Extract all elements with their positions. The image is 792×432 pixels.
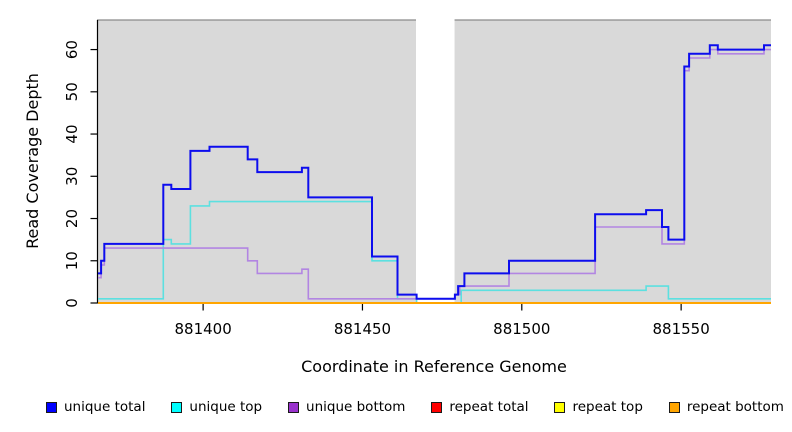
masked-region-band bbox=[415, 14, 455, 303]
y-tick-label: 60 bbox=[63, 40, 81, 59]
repeat-bottom-swatch-icon bbox=[668, 401, 680, 413]
y-tick-label: 40 bbox=[63, 124, 81, 143]
y-tick-label: 0 bbox=[63, 298, 81, 308]
y-tick-label: 10 bbox=[63, 251, 81, 270]
legend-item-unique-total: unique total bbox=[46, 399, 145, 415]
legend-item-unique-bottom: unique bottom bbox=[288, 399, 405, 415]
series-line-unique-total bbox=[98, 44, 771, 300]
unique-top-swatch-icon bbox=[171, 401, 183, 413]
legend-item-repeat-total: repeat total bbox=[431, 399, 529, 415]
x-tick-label: 881550 bbox=[653, 320, 710, 338]
x-axis-ticks: 881400 881450 881500 881550 bbox=[174, 303, 710, 338]
chart-legend: unique total unique top unique bottom re… bbox=[46, 399, 784, 415]
repeat-total-swatch-icon bbox=[431, 401, 443, 413]
legend-label: repeat bottom bbox=[686, 399, 784, 415]
x-tick-label: 881500 bbox=[493, 320, 550, 338]
legend-label: unique total bbox=[64, 399, 146, 415]
series-lines bbox=[98, 44, 771, 304]
series-line-unique-top bbox=[98, 200, 771, 304]
y-axis-title: Read Coverage Depth bbox=[23, 73, 42, 249]
legend-label: repeat total bbox=[449, 399, 529, 415]
unique-bottom-swatch-icon bbox=[288, 401, 300, 413]
legend-item-unique-top: unique top bbox=[171, 399, 262, 415]
y-axis-ticks: 0 10 20 30 40 50 60 bbox=[63, 40, 98, 308]
x-tick-label: 881400 bbox=[174, 320, 231, 338]
legend-label: unique top bbox=[189, 399, 263, 415]
unique-total-swatch-icon bbox=[46, 401, 57, 413]
y-tick-label: 30 bbox=[63, 167, 81, 186]
x-axis-title: Coordinate in Reference Genome bbox=[301, 357, 567, 376]
legend-item-repeat-bottom: repeat bottom bbox=[668, 399, 784, 415]
y-tick-label: 20 bbox=[63, 209, 81, 228]
x-tick-label: 881450 bbox=[334, 320, 391, 338]
legend-item-repeat-top: repeat top bbox=[554, 399, 643, 415]
y-tick-label: 50 bbox=[63, 82, 81, 101]
legend-label: unique bottom bbox=[306, 399, 406, 415]
legend-label: repeat top bbox=[572, 399, 643, 415]
repeat-top-swatch-icon bbox=[554, 401, 566, 413]
